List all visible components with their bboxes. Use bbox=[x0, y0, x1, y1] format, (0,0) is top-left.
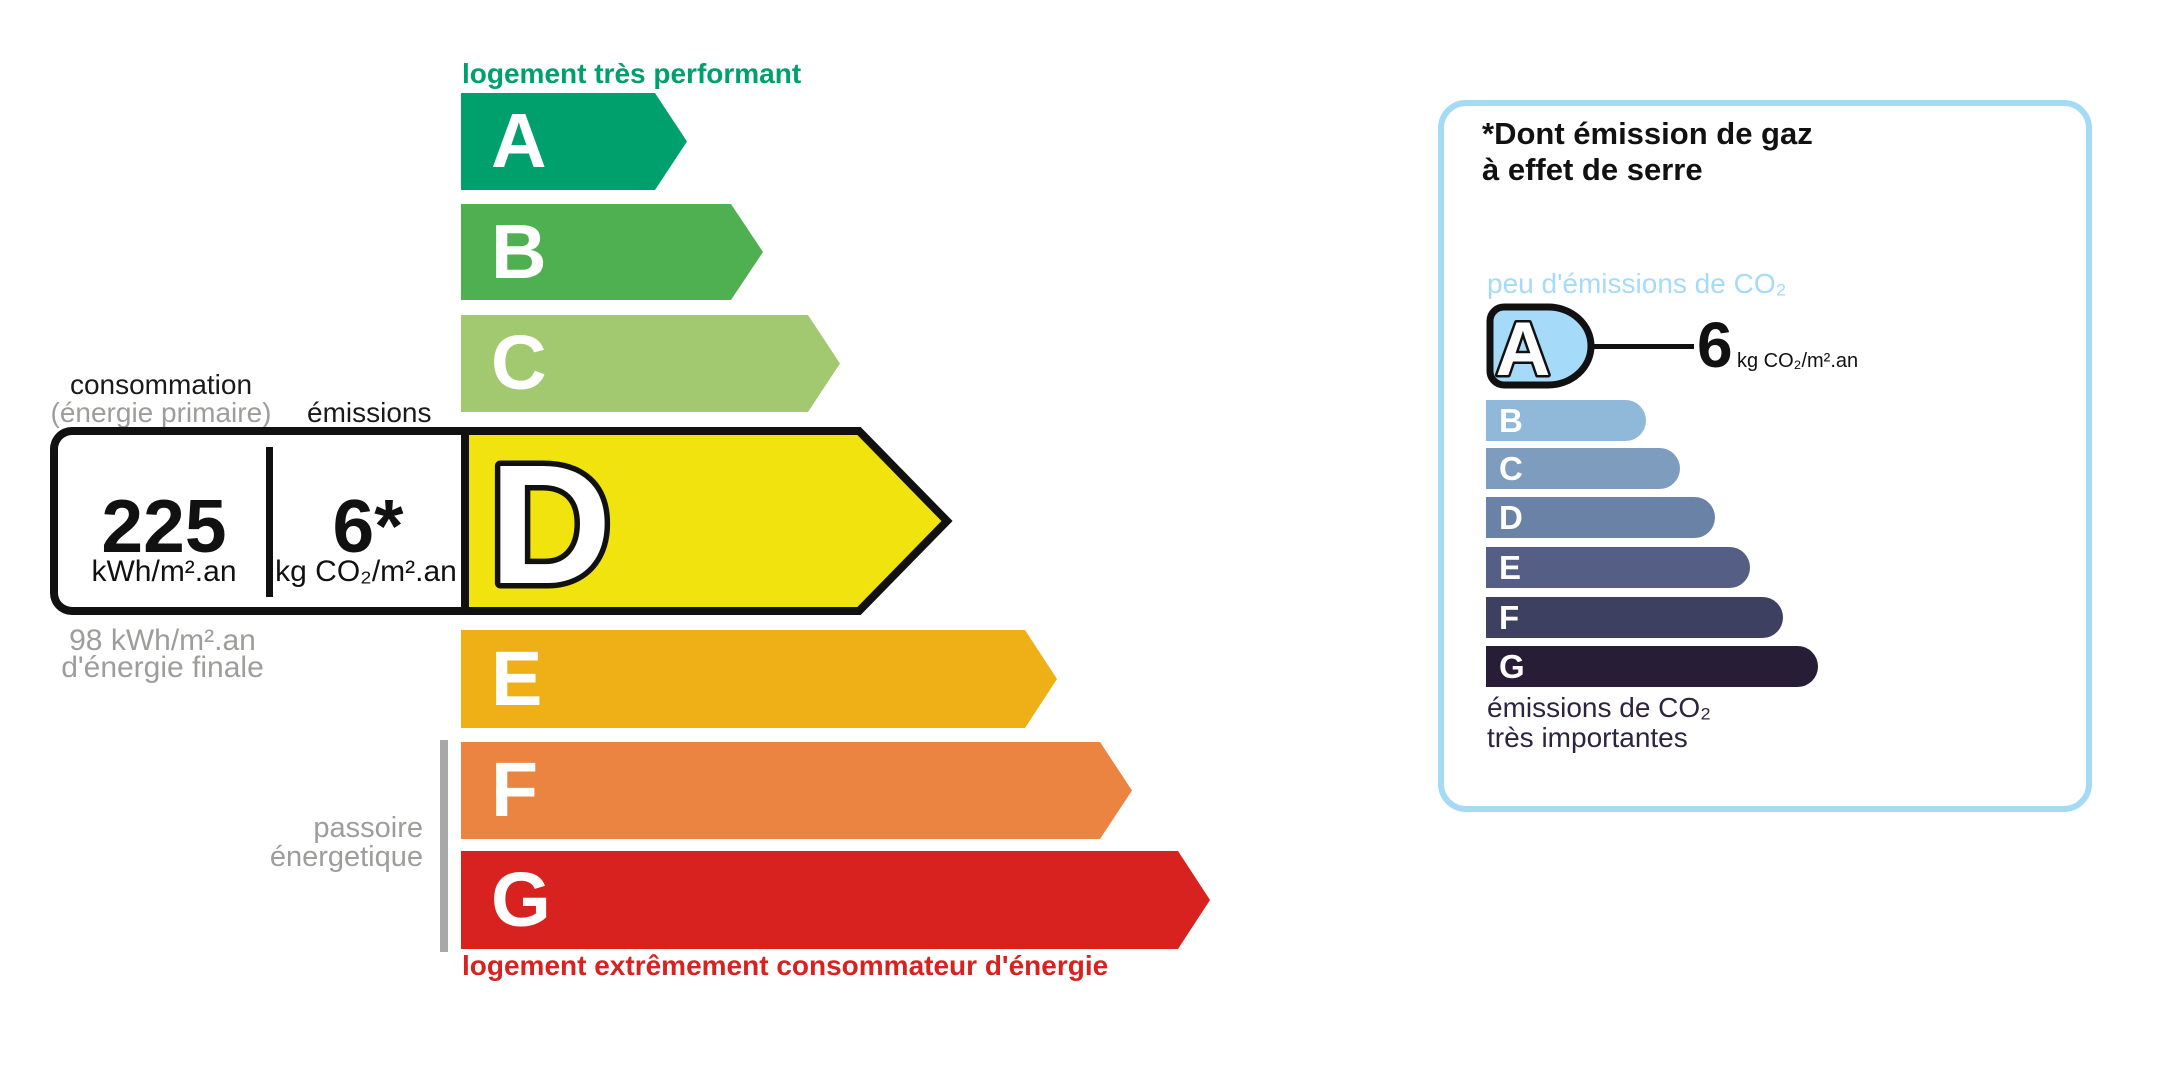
energy-class-arrow-b: B bbox=[461, 204, 763, 300]
ges-class-letter-b: B bbox=[1499, 402, 1523, 439]
energy-class-letter-g: G bbox=[491, 856, 551, 943]
energy-class-letter-e: E bbox=[491, 635, 543, 722]
ges-class-letter-d: D bbox=[1499, 499, 1523, 536]
consumption-unit: kWh/m².an bbox=[91, 555, 237, 588]
final-energy-line1: 98 kWh/m².an bbox=[69, 624, 256, 657]
ges-class-badge-shape bbox=[1486, 303, 1595, 389]
ges-class-bar-c: C bbox=[1486, 448, 1680, 489]
bottom-performance-label: logement extrêmement consommateur d'éner… bbox=[462, 950, 1109, 981]
ges-class-bar-f: F bbox=[1486, 597, 1783, 638]
energy-class-letter-c: C bbox=[491, 320, 547, 406]
ges-panel-title-line1: *Dont émission de gaz bbox=[1482, 116, 1813, 151]
ges-class-bar-b: B bbox=[1486, 400, 1646, 441]
emissions-unit: kg CO₂/m².an bbox=[275, 555, 457, 588]
energy-sieve-bracket-bar bbox=[440, 740, 448, 952]
ges-class-letter-c: C bbox=[1499, 450, 1523, 487]
ges-class-badge-a: A bbox=[1486, 303, 1595, 390]
ges-value-unit: kg CO₂/m².an bbox=[1737, 350, 1859, 372]
energy-class-arrow-f: F bbox=[461, 742, 1132, 839]
energy-sieve-label: passoire énergetique bbox=[195, 814, 423, 872]
ges-high-emissions-line1: émissions de CO₂ bbox=[1487, 692, 1712, 723]
ges-panel-title-line2: à effet de serre bbox=[1482, 152, 1703, 187]
energy-sieve-label-line2: énergetique bbox=[269, 841, 423, 873]
final-energy-line2: d'énergie finale bbox=[61, 651, 264, 684]
ges-high-emissions-line2: très importantes bbox=[1487, 722, 1688, 753]
current-class-value-box bbox=[50, 427, 461, 615]
top-performance-label: logement très performant bbox=[462, 58, 802, 89]
value-box-divider bbox=[266, 447, 273, 597]
ges-class-letter-e: E bbox=[1499, 549, 1522, 586]
energy-class-arrow-e: E bbox=[461, 630, 1057, 728]
energy-class-arrow-g: G bbox=[461, 851, 1210, 949]
energy-class-letter-f: F bbox=[491, 747, 539, 833]
current-class-letter: D bbox=[489, 430, 612, 615]
ges-low-emissions-label: peu d'émissions de CO₂ bbox=[1487, 268, 1787, 299]
consumption-header: consommation bbox=[69, 369, 253, 400]
emissions-value: 6* bbox=[332, 484, 404, 568]
ges-value-connector-line bbox=[1592, 344, 1694, 349]
energy-class-arrow-c: C bbox=[461, 315, 840, 412]
energy-class-letter-b: B bbox=[491, 208, 547, 295]
ges-class-letter-g: G bbox=[1499, 648, 1525, 685]
ges-current-class-letter: A bbox=[1496, 307, 1551, 390]
ges-value: 6 bbox=[1697, 309, 1733, 381]
energy-class-arrow-a: A bbox=[461, 93, 687, 190]
energy-sieve-label-line1: passoire bbox=[313, 812, 423, 844]
current-class-arrow-shape bbox=[461, 427, 953, 615]
ges-class-letter-f: F bbox=[1499, 599, 1520, 636]
ges-panel-title: *Dont émission de gaz à effet de serre bbox=[1482, 116, 1813, 188]
ges-class-bar-e: E bbox=[1486, 547, 1750, 588]
consumption-value: 225 bbox=[101, 484, 227, 568]
primary-energy-subheader: (énergie primaire) bbox=[50, 397, 272, 428]
ges-class-bar-d: D bbox=[1486, 497, 1715, 538]
current-class-arrow-d: D bbox=[461, 427, 953, 615]
emissions-header: émissions bbox=[307, 397, 432, 428]
energy-class-letter-a: A bbox=[491, 98, 547, 184]
ges-class-bar-g: G bbox=[1486, 646, 1818, 687]
